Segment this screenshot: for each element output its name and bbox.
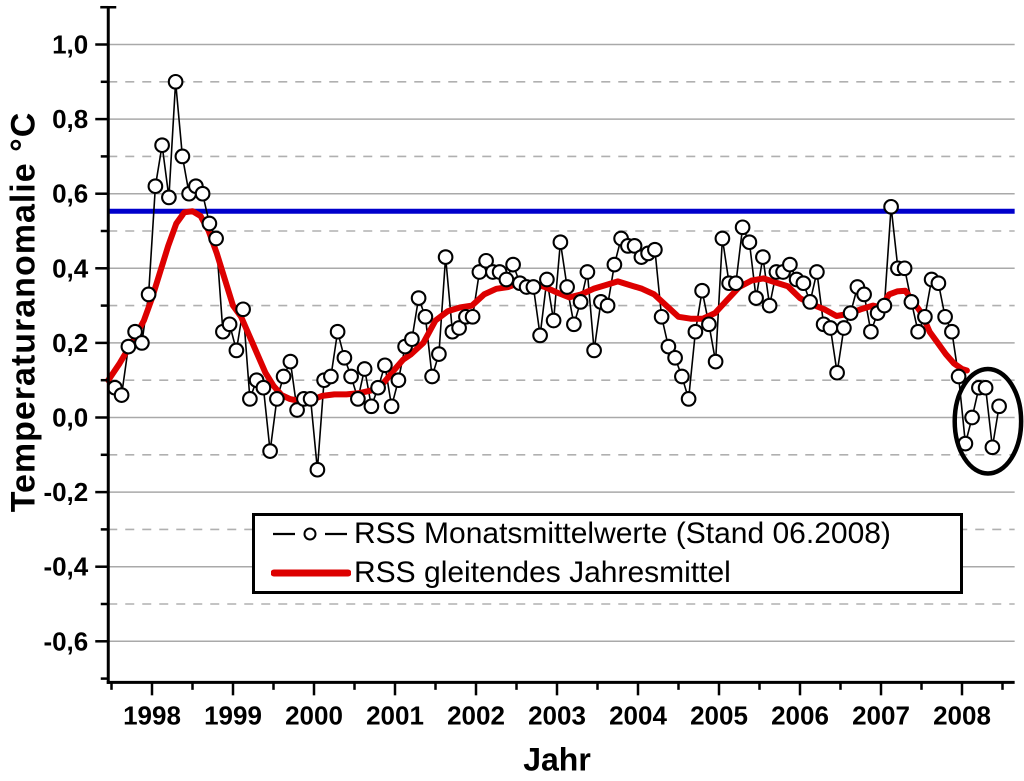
monthly-line-swatch [273,527,347,541]
annual-mean-line-swatch [271,569,351,577]
x-axis-title: Jahr [523,741,591,778]
legend: RSS Monatsmittelwerte (Stand 06.2008) RS… [252,513,963,594]
y-tick-label: 1,0 [52,30,88,60]
legend-item-annual-mean: RSS gleitendes Jahresmittel [271,555,960,592]
x-tick-label: 2002 [447,700,505,730]
x-tick-label: 2003 [528,700,586,730]
x-tick-label: 2006 [771,700,829,730]
x-tick-label: 1999 [204,700,262,730]
open-circle-marker-icon [303,527,317,541]
x-tick-label: 2004 [609,700,667,730]
x-tick-label: 2008 [933,700,991,730]
monthly-series-markers [107,73,1007,478]
x-tick-label: 2001 [366,700,424,730]
y-tick-label: -0,4 [43,552,88,582]
y-tick-label: 0,8 [52,104,88,134]
y-tick-label: 0,2 [52,328,88,358]
x-tick-label: 2005 [690,700,748,730]
monthly-series-line [114,81,1000,470]
x-tick-label: 2007 [852,700,910,730]
y-tick-label: 0,0 [52,403,88,433]
y-tick-label: -0,6 [43,626,88,656]
y-tick-label: 0,4 [52,253,89,283]
y-tick-label: -0,2 [43,477,88,507]
legend-item-monthly: RSS Monatsmittelwerte (Stand 06.2008) [271,516,960,553]
legend-label-annual-mean: RSS gleitendes Jahresmittel [354,555,731,589]
axes: 1,0 0,8 0,6 0,4 0,2 0,0 -0,2 -0,4 -0,6 1998 1999 20… [43,5,1015,730]
annotation-ellipse-2008 [952,366,1024,476]
x-tick-label: 2000 [285,700,343,730]
y-tick-label: 0,6 [52,179,88,209]
x-tick-label: 1998 [123,700,181,730]
y-axis-title: Temperaturanomalie °C [4,111,43,513]
legend-label-monthly: RSS Monatsmittelwerte (Stand 06.2008) [354,517,891,551]
